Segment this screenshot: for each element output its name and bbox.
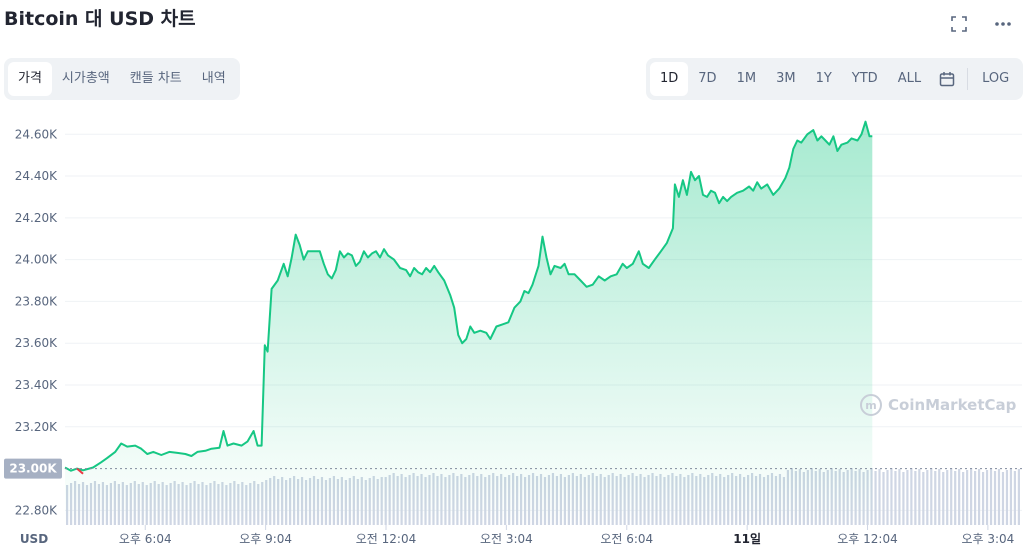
- volume-bar: [1001, 472, 1005, 525]
- volume-bar: [886, 470, 889, 525]
- volume-bar: [914, 471, 917, 525]
- y-tick-label: 23.80K: [15, 294, 58, 308]
- y-tick-label: 23.40K: [15, 378, 58, 392]
- currency-label: USD: [20, 532, 48, 546]
- price-area: [65, 121, 873, 525]
- volume-bar: [985, 470, 989, 525]
- volume-bar: [930, 468, 933, 525]
- y-tick-label: 24.20K: [15, 211, 58, 225]
- x-tick-label: 오후 3:04: [961, 532, 1014, 546]
- volume-bar: [898, 469, 901, 525]
- x-tick-label: 오후 9:04: [239, 532, 292, 546]
- volume-bar: [902, 472, 905, 525]
- volume-bar: [1013, 471, 1017, 525]
- more-icon[interactable]: [991, 12, 1015, 36]
- volume-bar: [973, 471, 977, 525]
- y-tick-label: 24.00K: [15, 253, 58, 267]
- volume-bar: [938, 469, 941, 525]
- volume-bar: [946, 470, 949, 525]
- chart-title: Bitcoin 대 USD 차트: [4, 8, 196, 30]
- coinmarketcap-logo-icon: m: [860, 394, 882, 416]
- range-1y[interactable]: 1Y: [815, 71, 832, 86]
- volume-bar: [910, 468, 913, 525]
- price-line: [64, 120, 873, 472]
- volume-bar: [918, 469, 921, 525]
- volume-bar: [1005, 470, 1009, 525]
- y-tick-label: 23.60K: [15, 336, 58, 350]
- volume-bar: [981, 472, 985, 525]
- log-toggle[interactable]: LOG: [982, 71, 1010, 86]
- volume-bar: [977, 469, 981, 525]
- tab-price[interactable]: 가격: [8, 62, 52, 96]
- volume-bar: [1009, 468, 1013, 525]
- reference-badge: [4, 458, 62, 479]
- volume-bar: [962, 472, 965, 525]
- tab-market-cap[interactable]: 시가총액: [61, 71, 110, 86]
- x-tick-label: 11일: [733, 532, 761, 546]
- range-1m[interactable]: 1M: [736, 71, 757, 86]
- volume-bar: [997, 469, 1001, 525]
- divider: [967, 68, 969, 90]
- range-all[interactable]: ALL: [897, 71, 922, 86]
- tab-candle-chart[interactable]: 캔들 차트: [129, 71, 182, 86]
- x-tick-label: 오전 12:04: [356, 532, 416, 546]
- reference-label: 23.00K: [9, 462, 57, 476]
- x-tick-label: 오후 6:04: [119, 532, 172, 546]
- volume-bar: [958, 469, 961, 525]
- calendar-icon[interactable]: [931, 62, 963, 96]
- y-tick-label: 23.20K: [15, 420, 58, 434]
- range-7d[interactable]: 7D: [698, 71, 717, 86]
- volume-bar: [966, 470, 969, 525]
- price-line-down-segment: [76, 467, 84, 475]
- x-tick-label: 오전 3:04: [480, 532, 533, 546]
- volume-bar: [934, 471, 937, 525]
- watermark: m CoinMarketCap: [860, 394, 1016, 416]
- range-3m[interactable]: 3M: [776, 71, 796, 86]
- y-tick-label: 22.80K: [15, 503, 58, 517]
- volume-bar: [989, 468, 993, 525]
- view-tabs: 가격 시가총액 캔들 차트 내역: [4, 58, 240, 100]
- volume-bar: [874, 471, 877, 525]
- x-tick-label: 오전 6:04: [600, 532, 653, 546]
- volume-bar: [970, 468, 973, 525]
- volume-bar: [894, 471, 897, 525]
- watermark-text: CoinMarketCap: [888, 396, 1017, 414]
- volume-bar: [882, 472, 885, 525]
- volume-bar: [878, 469, 881, 525]
- y-tick-label: 24.40K: [15, 169, 58, 183]
- volume-bar: [890, 468, 893, 525]
- volume-bar: [1017, 469, 1021, 525]
- range-ytd[interactable]: YTD: [851, 71, 878, 86]
- volume-bar: [950, 468, 953, 525]
- tab-history[interactable]: 내역: [201, 71, 226, 86]
- expand-icon[interactable]: [947, 12, 971, 36]
- x-tick-label: 오후 12:04: [837, 532, 897, 546]
- volume-bar: [942, 472, 945, 525]
- volume-bar: [954, 471, 957, 525]
- volume-bar: [906, 470, 909, 525]
- range-1d[interactable]: 1D: [650, 62, 689, 96]
- range-tabs: 1D 7D 1M 3M 1Y YTD ALL LOG: [646, 58, 1024, 100]
- volume-bar: [922, 472, 925, 525]
- volume-bar: [926, 470, 929, 525]
- volume-bar: [993, 471, 997, 525]
- price-chart: 24.60K 24.40K 24.20K 24.00K 23.80K 23.60K 23.4…: [4, 120, 1022, 546]
- y-tick-label: 24.60K: [15, 127, 58, 141]
